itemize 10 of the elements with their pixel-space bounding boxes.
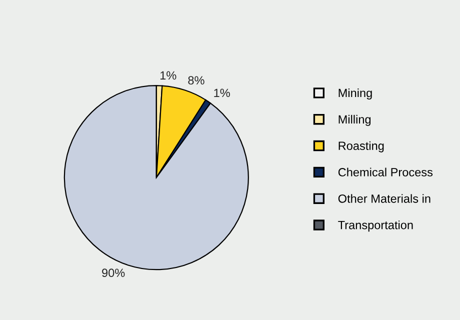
data-label: 90% — [102, 268, 125, 278]
legend-label: Mining — [338, 88, 372, 100]
data-label: 8% — [188, 76, 204, 85]
legend-label: Other Materials in — [338, 194, 430, 203]
legend-label: Milling — [338, 114, 371, 126]
legend-label: Transportation — [338, 220, 413, 232]
legend-label: Chemical Process — [338, 168, 433, 176]
data-label: 1% — [214, 88, 230, 98]
data-label: 1% — [160, 71, 176, 80]
legend-label: Roasting — [338, 141, 384, 152]
